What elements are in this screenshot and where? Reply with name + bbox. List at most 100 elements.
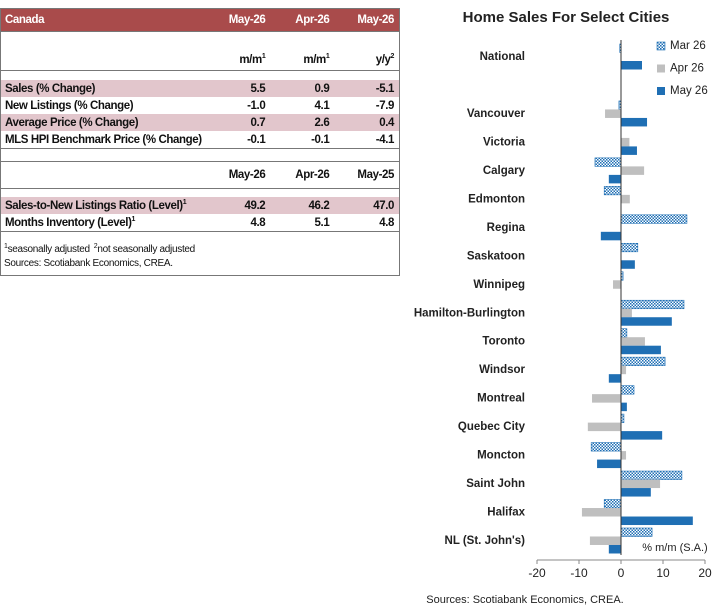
bar [621,402,627,412]
category-label: Vancouver [467,108,526,120]
table-row: Sales (% Change) 5.5 0.9 -5.1 [1,80,399,97]
legend-label: May 26 [670,85,708,97]
table-cell: Months Inventory (Level)1 [1,214,206,232]
bar [620,214,688,224]
bar [621,117,648,127]
table-cell: 4.8 [205,214,271,232]
superscript: 2 [93,243,98,250]
table-cell: Canada [1,9,206,32]
spacer [1,71,399,81]
bar [613,280,621,289]
table-cell: May-26 [205,9,271,32]
units-row: m/m1 m/m1 y/y2 [1,31,399,71]
table-cell [1,31,206,71]
header-row: Canada May-26 Apr-26 May-26 [1,9,399,32]
table-cell: 0.4 [334,114,399,131]
category-label: National [480,51,525,63]
table-cell: New Listings (% Change) [5,99,134,112]
cell-text: y/y [375,54,391,66]
spacer [1,189,399,198]
bar [620,385,635,395]
table-cell: -7.9 [375,99,395,112]
category-label: Calgary [483,165,526,177]
table-cell: y/y2 [334,31,399,71]
bar [621,61,642,70]
table-cell: 0.7 [205,114,271,131]
bar [592,394,621,403]
bar [620,527,653,537]
category-label: Saint John [466,478,525,490]
footnotes: 1seasonally adjusted 2not seasonally adju… [1,232,399,275]
category-label: Windsor [479,364,525,376]
bar [621,146,637,155]
bar [600,231,621,241]
bar [621,451,627,460]
cell-text: m/m [303,54,326,66]
bar [621,337,645,346]
legend-label: Mar 26 [670,40,706,52]
category-label: Montreal [477,393,525,405]
bar [620,328,628,338]
legend-swatch [657,64,665,73]
bar [605,109,621,118]
spacer [1,148,399,162]
table-cell [1,161,206,189]
bar [621,308,632,318]
x-tick-label: 20 [698,566,712,580]
footnote-line: 1seasonally adjusted 2not seasonally adju… [4,240,396,257]
bar [620,470,683,480]
table-cell: MLS HPI Benchmark Price (% Change) [1,131,206,149]
bar [621,479,661,489]
category-label: Hamilton-Burlington [414,307,525,319]
bar [608,544,621,554]
table-cell: -0.1 [270,131,335,149]
superscript: 1 [261,53,266,61]
footnote: seasonally adjusted [7,244,90,256]
bar [621,194,630,204]
category-label: Toronto [482,336,525,348]
table-cell: May-26 [205,161,271,189]
table-row: Months Inventory (Level)1 4.8 5.1 4.8 [1,214,399,232]
cell-text: m/m [239,54,262,66]
category-label: NL (St. John's) [445,535,526,547]
table-cell: 5.1 [270,214,335,232]
superscript: 1 [4,243,8,250]
cell-text: Months Inventory (Level) [5,216,132,229]
table-row: MLS HPI Benchmark Price (% Change) -0.1 -0… [1,131,399,149]
bar [621,365,627,375]
bar [621,317,672,326]
x-tick-label: 10 [656,566,670,580]
bar [621,516,693,526]
bar [594,157,622,167]
category-label: Moncton [477,450,525,462]
bar [620,356,666,366]
bar [620,299,685,310]
chart-title: Home Sales For Select Cities [463,9,670,26]
table-cell: May-25 [334,161,399,189]
table-cell: May-26 [334,9,399,32]
table-cell: 46.2 [270,197,335,214]
table-cell: Average Price (% Change) [1,114,206,131]
table-cell: 4.1 [314,99,330,112]
legend-label: Apr 26 [670,63,704,75]
category-label: Winnipeg [473,279,525,291]
superscript: 2 [390,53,395,61]
category-label: Saskatoon [467,250,525,262]
bar [621,431,663,440]
category-label: Quebec City [458,421,526,433]
superscript: 1 [131,216,136,224]
bar [581,508,621,517]
source: Sources: Scotiabank Economics, CREA. [4,258,173,270]
category-label: Halifax [487,507,525,519]
table-cell: -5.1 [334,80,399,97]
table: Canada May-26 Apr-26 May-26 m/m1 m/m1 y/y2 Sale… [1,9,399,232]
table-cell: m/m1 [205,31,271,71]
bar [603,499,622,509]
superscript: 1 [182,199,187,207]
source: Sources: Scotiabank Economics, CREA. [426,594,623,606]
bar [590,442,622,452]
table-row: New Listings (% Change) -1.0 4.1 -7.9 [1,97,399,114]
data-table: Canada May-26 Apr-26 May-26 m/m1 m/m1 y/y2 Sale… [0,8,400,277]
header-row: May-26 Apr-26 May-25 [1,161,399,189]
